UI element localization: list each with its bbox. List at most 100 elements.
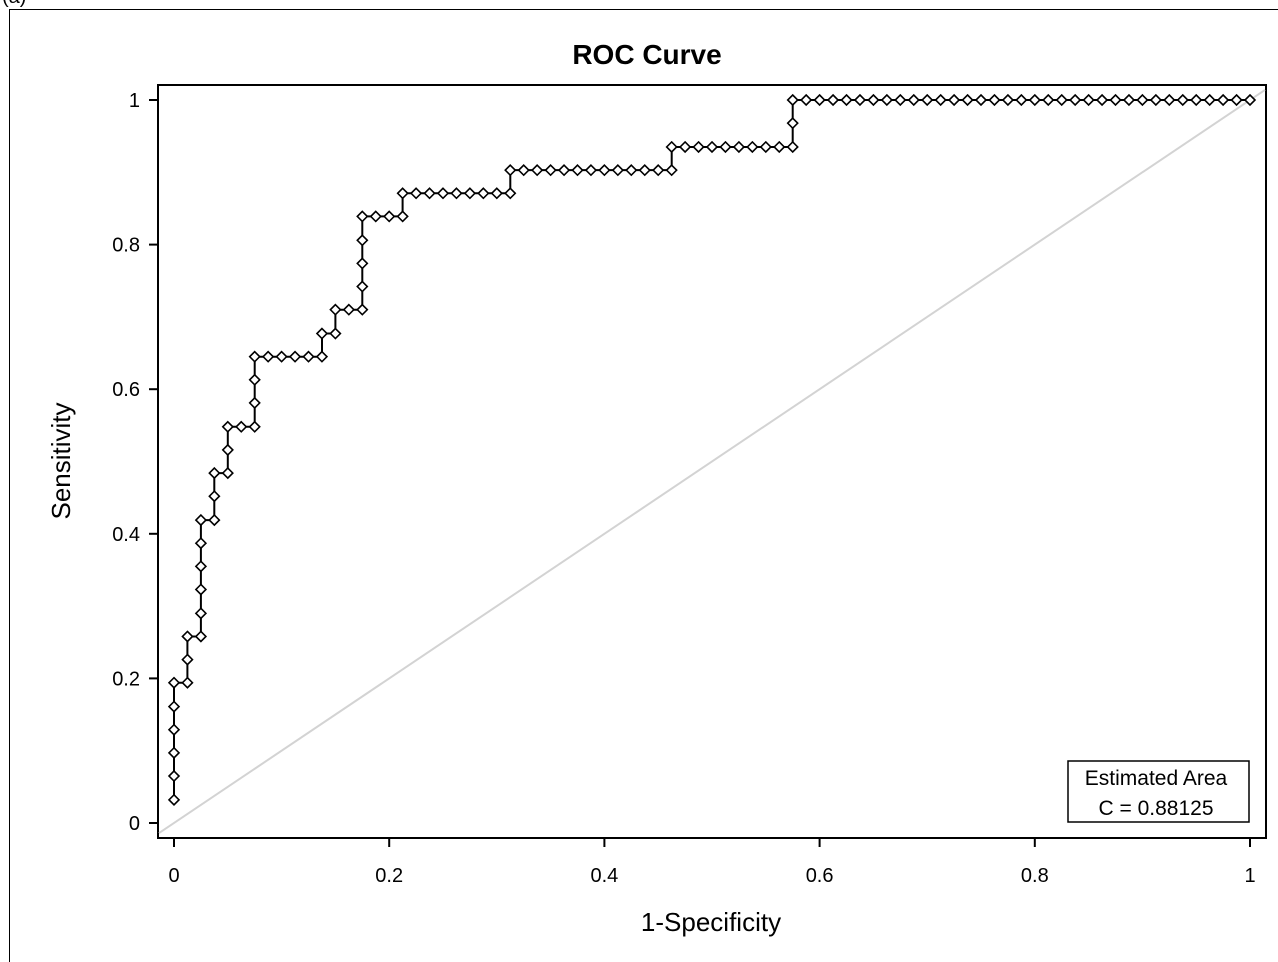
roc-point bbox=[248, 373, 261, 386]
roc-point bbox=[504, 187, 517, 200]
roc-point bbox=[248, 420, 261, 433]
roc-point bbox=[1082, 93, 1095, 107]
roc-point bbox=[531, 163, 544, 177]
roc-point bbox=[194, 630, 208, 643]
roc-point bbox=[517, 163, 530, 177]
roc-point bbox=[880, 93, 893, 107]
roc-point bbox=[477, 187, 490, 200]
roc-point bbox=[194, 607, 208, 620]
roc-point bbox=[463, 187, 477, 200]
roc-point bbox=[598, 163, 611, 177]
roc-point bbox=[396, 187, 409, 200]
roc-point bbox=[194, 513, 208, 527]
inset-value: C = 0.88125 bbox=[1098, 797, 1213, 820]
roc-point bbox=[194, 537, 208, 550]
roc-point bbox=[1015, 93, 1028, 107]
roc-point bbox=[1136, 93, 1149, 107]
roc-point bbox=[436, 187, 450, 200]
roc-point bbox=[571, 163, 584, 177]
roc-point bbox=[665, 140, 678, 154]
roc-point bbox=[194, 583, 208, 596]
roc-point bbox=[988, 93, 1001, 107]
roc-point bbox=[961, 93, 974, 107]
y-axis-title: Sensitivity bbox=[46, 402, 76, 519]
roc-point bbox=[208, 466, 221, 480]
y-tick-label: 0.4 bbox=[112, 524, 140, 546]
roc-point bbox=[1109, 93, 1122, 107]
y-tick-label: 0.6 bbox=[112, 379, 140, 401]
roc-point bbox=[369, 210, 382, 223]
roc-point bbox=[544, 163, 557, 177]
y-tick-label: 0 bbox=[129, 813, 140, 835]
roc-point bbox=[329, 327, 342, 340]
roc-point bbox=[853, 93, 867, 107]
roc-point bbox=[167, 769, 181, 783]
roc-point bbox=[423, 187, 436, 200]
roc-point bbox=[275, 350, 288, 363]
roc-point bbox=[221, 443, 234, 457]
roc-point bbox=[1203, 93, 1216, 107]
panel-label: (a) bbox=[2, 0, 26, 9]
inset-box bbox=[1067, 760, 1250, 823]
roc-point bbox=[181, 630, 194, 643]
roc-point bbox=[1230, 93, 1243, 107]
roc-point bbox=[356, 303, 369, 316]
roc-point bbox=[221, 420, 234, 433]
roc-point bbox=[894, 93, 907, 107]
roc-point bbox=[786, 140, 799, 154]
roc-point bbox=[1122, 93, 1136, 107]
x-axis-title: 1-Specificity bbox=[641, 907, 781, 937]
roc-point bbox=[315, 327, 329, 340]
roc-point bbox=[907, 93, 920, 107]
roc-point bbox=[665, 163, 678, 177]
roc-point bbox=[208, 513, 221, 527]
roc-point bbox=[409, 187, 423, 200]
roc-point bbox=[1055, 93, 1068, 107]
roc-point bbox=[356, 280, 369, 293]
roc-point bbox=[759, 140, 772, 154]
roc-point bbox=[625, 163, 638, 177]
reference-diagonal-line bbox=[158, 89, 1266, 834]
roc-point bbox=[450, 187, 463, 200]
x-tick-label: 0 bbox=[168, 865, 179, 887]
roc-point bbox=[611, 163, 624, 177]
roc-point bbox=[315, 350, 329, 363]
roc-point bbox=[746, 140, 759, 154]
series-layer bbox=[167, 93, 1257, 806]
roc-point bbox=[1163, 93, 1176, 107]
roc-point bbox=[288, 350, 302, 363]
roc-point bbox=[584, 163, 598, 177]
legend-inset: Estimated Area C = 0.88125 bbox=[1067, 760, 1250, 823]
roc-point bbox=[208, 490, 221, 503]
roc-point bbox=[652, 163, 665, 177]
roc-point bbox=[786, 117, 799, 130]
roc-point bbox=[1069, 93, 1082, 107]
reference-line-layer bbox=[158, 89, 1266, 834]
roc-point bbox=[356, 234, 369, 247]
roc-point bbox=[504, 163, 517, 177]
roc-point bbox=[1190, 93, 1203, 107]
roc-point bbox=[1042, 93, 1055, 107]
roc-point bbox=[262, 350, 275, 363]
roc-point bbox=[947, 93, 961, 107]
roc-point bbox=[490, 187, 503, 200]
roc-point bbox=[396, 210, 409, 223]
roc-point bbox=[800, 93, 813, 107]
roc-point bbox=[194, 560, 208, 573]
roc-point bbox=[719, 140, 732, 154]
roc-point bbox=[167, 700, 181, 713]
y-tick-label: 0.2 bbox=[112, 668, 140, 690]
roc-point bbox=[167, 723, 181, 736]
roc-point bbox=[840, 93, 853, 107]
roc-point bbox=[705, 140, 719, 154]
roc-point bbox=[867, 93, 880, 107]
roc-point bbox=[383, 210, 396, 223]
roc-point bbox=[1176, 93, 1189, 107]
roc-point bbox=[248, 350, 261, 363]
x-tick-label: 0.2 bbox=[375, 865, 403, 887]
roc-series-line bbox=[173, 99, 1250, 800]
roc-point bbox=[1095, 93, 1109, 107]
roc-point bbox=[826, 93, 840, 107]
chart-title: ROC Curve bbox=[572, 39, 721, 70]
